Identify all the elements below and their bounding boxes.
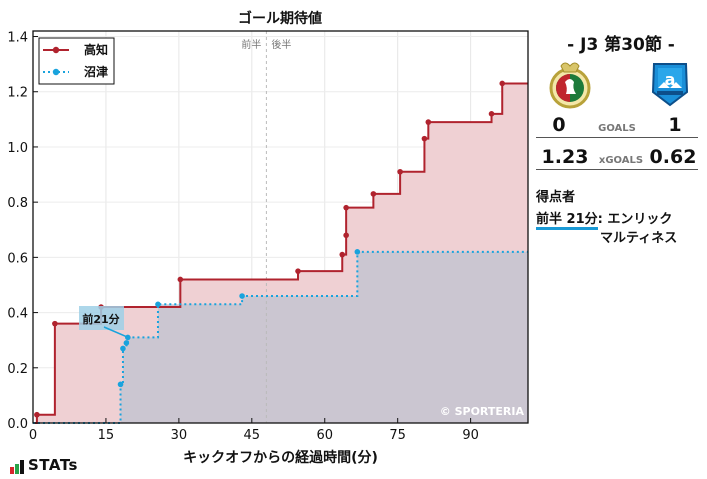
svg-text:45: 45 bbox=[244, 428, 261, 443]
svg-text:0: 0 bbox=[29, 428, 37, 443]
logo-text: STATs bbox=[28, 456, 78, 474]
svg-text:0.0: 0.0 bbox=[7, 417, 28, 432]
svg-text:0.4: 0.4 bbox=[7, 307, 28, 322]
svg-text:1.0: 1.0 bbox=[7, 141, 28, 156]
away-xg: 0.62 bbox=[649, 146, 697, 168]
svg-text:前半: 前半 bbox=[241, 38, 261, 51]
goal-sep: : bbox=[597, 212, 603, 227]
svg-text:0.6: 0.6 bbox=[7, 251, 28, 266]
svg-text:沼津: 沼津 bbox=[84, 64, 108, 79]
goal-time: 前半 21分 bbox=[536, 212, 598, 230]
svg-text:0.8: 0.8 bbox=[7, 196, 28, 211]
scorer-name: エンリック bbox=[607, 212, 673, 227]
stats-logo: STATs bbox=[10, 456, 78, 474]
svg-text:30: 30 bbox=[171, 428, 188, 443]
home-team-crest-icon bbox=[549, 60, 591, 110]
goals-label: GOALS bbox=[598, 123, 636, 134]
scorers-title: 得点者 bbox=[536, 190, 576, 205]
scorer-item: 前半 21分: エンリック マルティネス bbox=[536, 210, 677, 248]
home-goals: 0 bbox=[552, 114, 566, 136]
svg-text:15: 15 bbox=[98, 428, 115, 443]
svg-text:0.2: 0.2 bbox=[7, 362, 28, 377]
x-axis-label: キックオフからの経過時間(分) bbox=[183, 450, 378, 466]
chart-title: ゴール期待値 bbox=[238, 11, 322, 27]
svg-text:60: 60 bbox=[316, 428, 333, 443]
svg-text:90: 90 bbox=[462, 428, 479, 443]
svg-text:1.2: 1.2 bbox=[7, 86, 28, 101]
svg-text:1.4: 1.4 bbox=[7, 31, 28, 46]
match-round: - J3 第30節 - bbox=[567, 35, 675, 55]
watermark: © SPORTERIA bbox=[439, 405, 524, 418]
away-goals: 1 bbox=[668, 114, 682, 136]
goals-row: 0 GOALS 1 bbox=[536, 114, 698, 138]
home-xg: 1.23 bbox=[541, 146, 589, 168]
svg-text:高知: 高知 bbox=[84, 42, 108, 57]
svg-text:75: 75 bbox=[389, 428, 406, 443]
xgoals-label: xGOALS bbox=[598, 155, 644, 166]
svg-text:前21分: 前21分 bbox=[82, 312, 119, 326]
svg-text:a: a bbox=[665, 70, 676, 89]
bar-chart-icon bbox=[10, 460, 24, 474]
away-team-crest-icon: a bbox=[649, 58, 691, 108]
xgoals-row: 1.23 xGOALS 0.62 bbox=[536, 146, 698, 170]
scorer-name-line2: マルティネス bbox=[600, 231, 678, 246]
svg-text:後半: 後半 bbox=[271, 38, 291, 51]
